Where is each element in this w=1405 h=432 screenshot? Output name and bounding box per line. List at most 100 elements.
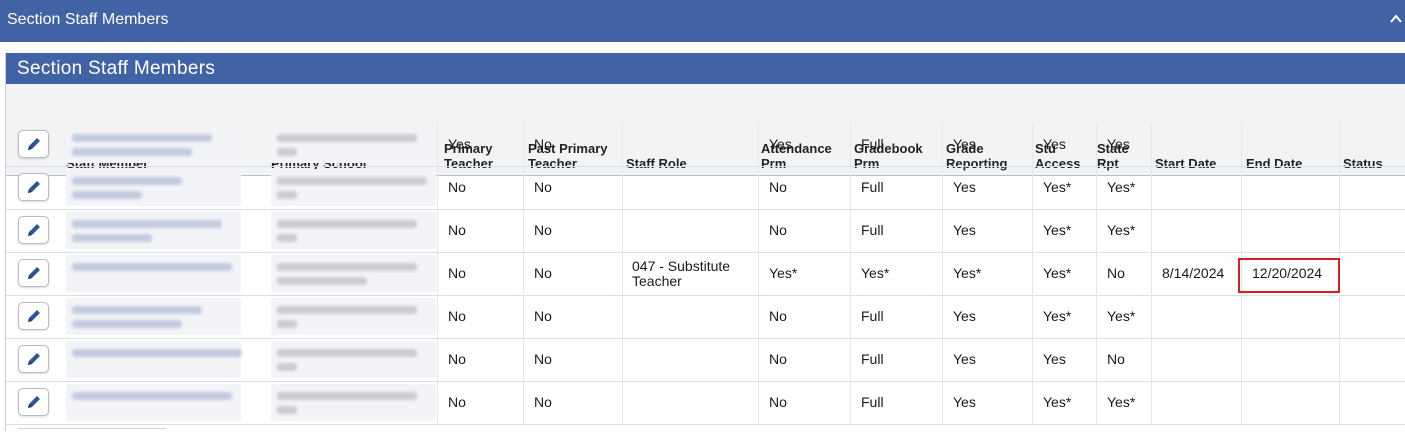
stu-access-value: Yes* (1043, 179, 1072, 195)
cell-end-date (1241, 123, 1339, 166)
staff-member-name-redacted[interactable] (66, 169, 241, 206)
cell-stu-access: Yes* (1032, 381, 1096, 424)
gradebook-prm-value: Full (861, 222, 884, 238)
staff-member-name-redacted[interactable] (66, 126, 241, 163)
past-primary-teacher-value: No (534, 136, 552, 152)
staff-member-name-redacted[interactable] (66, 341, 242, 378)
col-stu-access[interactable]: Stu Access (1035, 141, 1081, 171)
cell-state-rpt: Yes* (1096, 209, 1151, 252)
staff-member-name-redacted[interactable] (66, 212, 241, 249)
state-rpt-value: Yes* (1107, 394, 1136, 410)
cell-past-primary-teacher: No (523, 381, 622, 424)
cell-start-date: 8/14/2024 (1151, 252, 1241, 295)
edit-button[interactable] (18, 302, 49, 330)
cell-staff-role (622, 338, 758, 381)
grade-reporting-value: Yes (953, 222, 976, 238)
col-primary-teacher[interactable]: Primary Teacher (444, 141, 493, 171)
cell-attendance-prm: No (758, 295, 850, 338)
staff-role-value: 047 - Substitute Teacher (632, 258, 731, 289)
col-attendance-prm[interactable]: Attendance Prm (761, 141, 832, 171)
past-primary-teacher-value: No (534, 351, 552, 367)
cell-gradebook-prm: Full (850, 123, 942, 166)
col-state-rpt[interactable]: State Rpt (1097, 141, 1129, 171)
stu-access-value: Yes* (1043, 394, 1072, 410)
col-status[interactable]: Status (1343, 156, 1383, 171)
primary-teacher-value: No (448, 308, 466, 324)
end-date-value: 12/20/2024 (1252, 265, 1323, 281)
col-staff-role[interactable]: Staff Role (626, 156, 687, 171)
gradebook-prm-value: Full (861, 179, 884, 195)
cell-end-date: 12/20/2024 (1241, 252, 1339, 295)
cell-gradebook-prm: Full (850, 209, 942, 252)
cell-stu-access: Yes* (1032, 166, 1096, 209)
edit-button[interactable] (18, 216, 49, 244)
cell-grade-reporting: Yes (942, 166, 1032, 209)
past-primary-teacher-value: No (534, 394, 552, 410)
cell-end-date (1241, 295, 1339, 338)
gradebook-prm-value: Yes* (861, 265, 890, 281)
attendance-prm-value: No (769, 351, 787, 367)
col-start-date[interactable]: Start Date (1155, 156, 1217, 171)
edit-button[interactable] (18, 388, 49, 416)
cell-end-date (1241, 166, 1339, 209)
section-staff-panel: Section Staff Members Staff Member Prima… (5, 53, 1405, 431)
cell-staff-role (622, 123, 758, 166)
cell-attendance-prm: Yes (758, 123, 850, 166)
primary-teacher-value: Yes (448, 136, 471, 152)
cell-staff-role (622, 295, 758, 338)
primary-teacher-value: No (448, 351, 466, 367)
past-primary-teacher-value: No (534, 179, 552, 195)
stu-access-value: Yes* (1043, 265, 1072, 281)
cell-past-primary-teacher: No (523, 252, 622, 295)
cell-staff-role (622, 166, 758, 209)
primary-teacher-value: No (448, 394, 466, 410)
stu-access-value: Yes* (1043, 222, 1072, 238)
stu-access-value: Yes (1043, 351, 1066, 367)
cell-primary-teacher: No (437, 338, 523, 381)
edit-button[interactable] (18, 345, 49, 373)
cell-staff-role (622, 381, 758, 424)
past-primary-teacher-value: No (534, 308, 552, 324)
pagination-edge (18, 428, 166, 432)
panel-header: Section Staff Members (6, 53, 1405, 84)
cell-stu-access: Yes (1032, 338, 1096, 381)
chevron-up-icon[interactable] (1389, 12, 1403, 26)
table-row: No No No Full Yes Yes* Yes* (6, 381, 1405, 425)
cell-gradebook-prm: Full (850, 295, 942, 338)
cell-grade-reporting: Yes (942, 123, 1032, 166)
cell-stu-access: Yes* (1032, 252, 1096, 295)
edit-button[interactable] (18, 173, 49, 201)
edit-button[interactable] (18, 130, 49, 158)
table-row: No No 047 - Substitute Teacher Yes* Yes* Yes*… (6, 252, 1405, 296)
cell-end-date (1241, 209, 1339, 252)
cell-end-date (1241, 381, 1339, 424)
col-gradebook-prm[interactable]: Gradebook Prm (854, 141, 923, 171)
cell-start-date (1151, 123, 1241, 166)
cell-grade-reporting: Yes* (942, 252, 1032, 295)
cell-state-rpt: Yes* (1096, 166, 1151, 209)
staff-member-name-redacted[interactable] (66, 255, 241, 292)
section-collapse-bar[interactable]: Section Staff Members (0, 0, 1405, 42)
cell-grade-reporting: Yes (942, 209, 1032, 252)
grade-reporting-value: Yes (953, 394, 976, 410)
gradebook-prm-value: Full (861, 308, 884, 324)
state-rpt-value: No (1107, 351, 1125, 367)
primary-school-redacted (271, 255, 436, 292)
past-primary-teacher-value: No (534, 222, 552, 238)
staff-member-name-redacted[interactable] (66, 298, 241, 335)
staff-member-name-redacted[interactable] (66, 384, 241, 421)
cell-primary-teacher: No (437, 381, 523, 424)
cell-primary-teacher: No (437, 295, 523, 338)
past-primary-teacher-value: No (534, 265, 552, 281)
cell-primary-teacher: No (437, 252, 523, 295)
col-end-date[interactable]: End Date (1246, 156, 1303, 171)
state-rpt-value: Yes* (1107, 222, 1136, 238)
attendance-prm-value: Yes* (769, 265, 798, 281)
col-past-primary-teacher[interactable]: Past Primary Teacher (528, 141, 608, 171)
cell-status (1339, 166, 1405, 209)
state-rpt-value: Yes (1107, 136, 1130, 152)
gradebook-prm-value: Full (861, 136, 884, 152)
col-grade-reporting[interactable]: Grade Reporting (946, 141, 1008, 171)
edit-button[interactable] (18, 259, 49, 287)
pencil-icon (28, 181, 40, 193)
